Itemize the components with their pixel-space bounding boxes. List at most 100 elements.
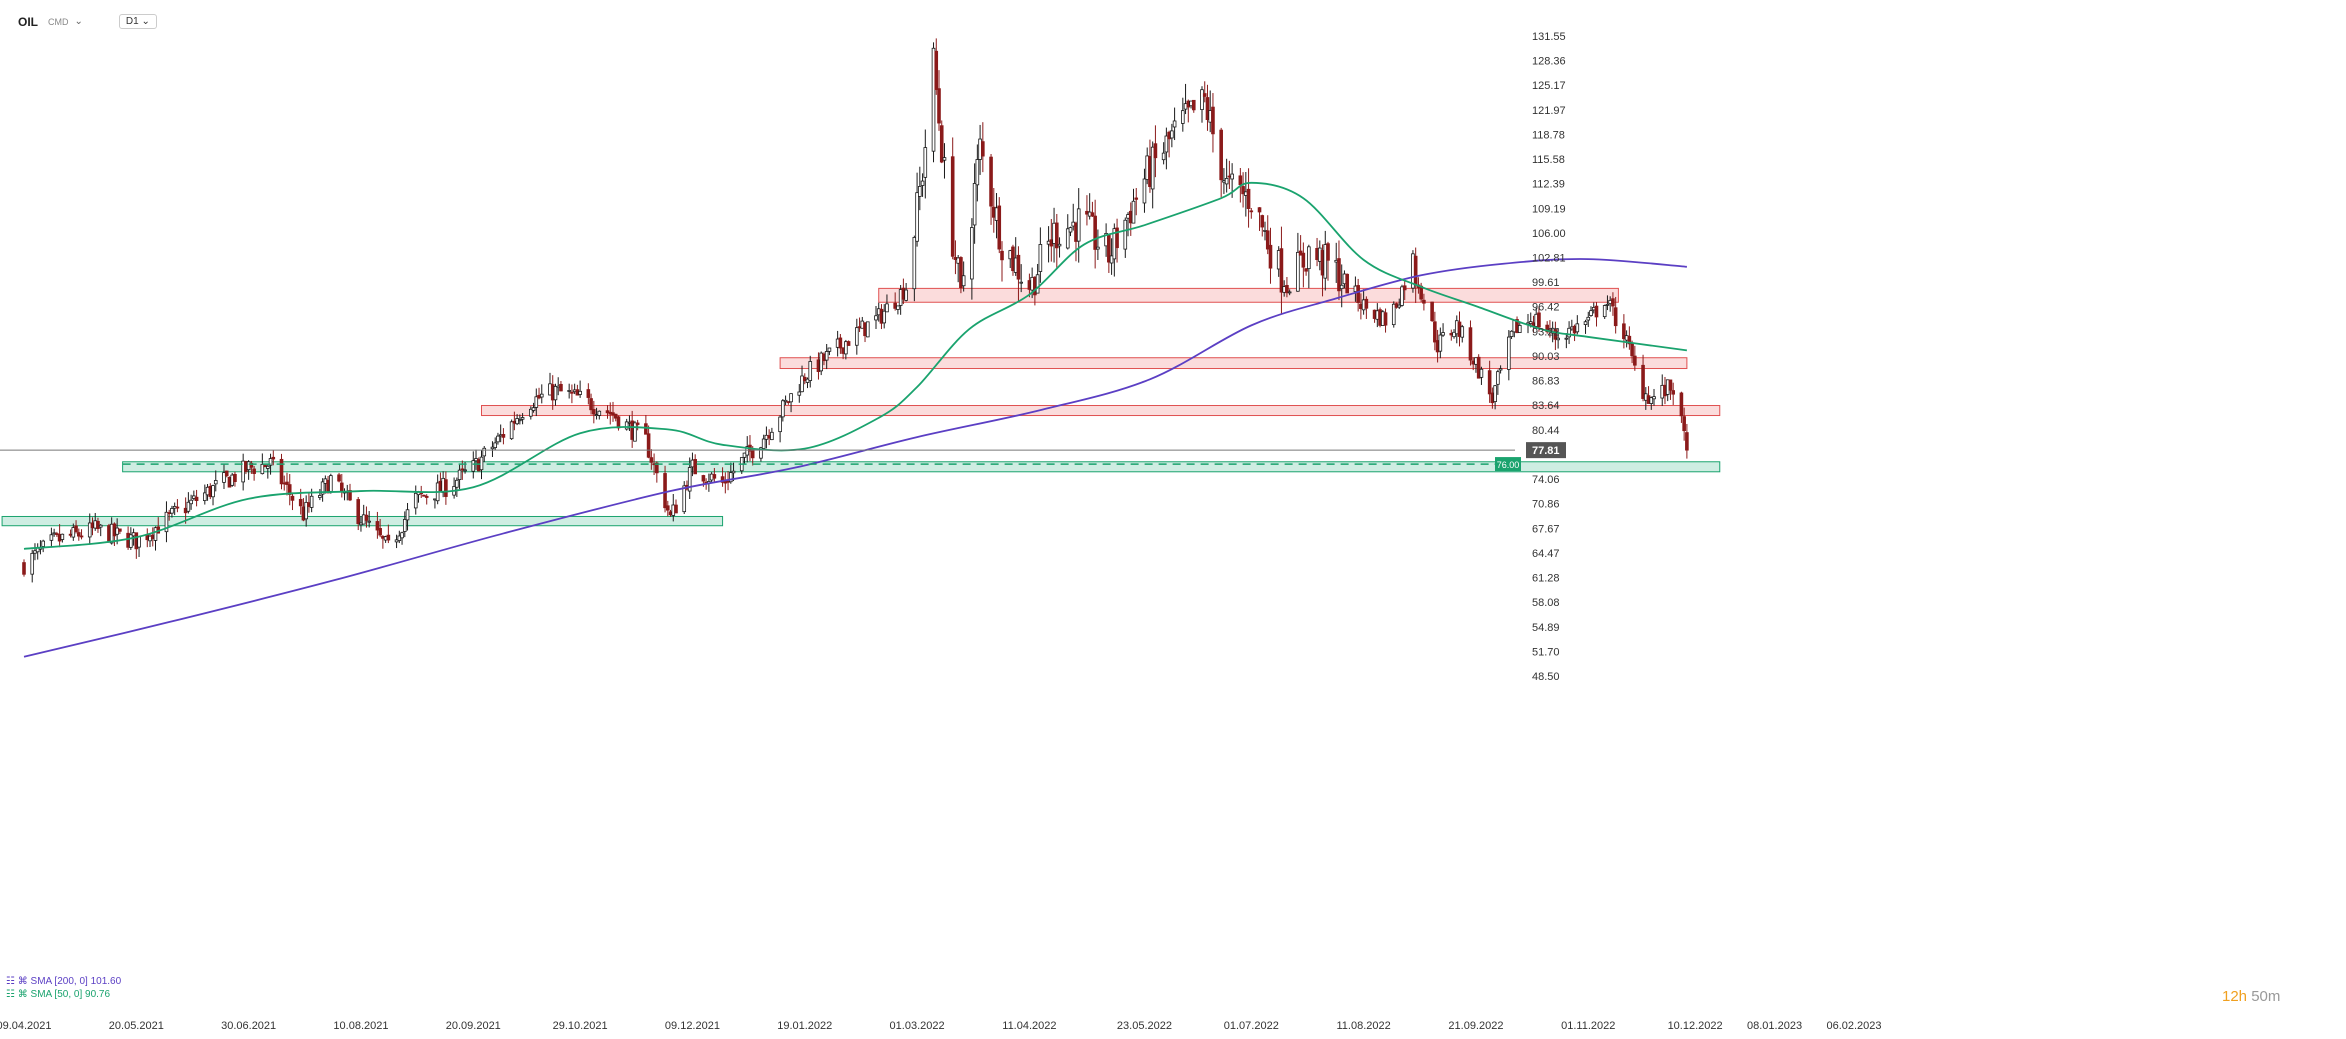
candle [1422,293,1426,311]
candle [1301,242,1306,288]
candle-body [1682,416,1686,432]
candle-body [1096,246,1100,250]
candle-body [1345,273,1349,294]
candle [663,465,667,513]
candle [1498,365,1503,374]
candle [1589,306,1593,317]
candle-body [424,495,429,498]
candle [170,505,174,518]
candle [855,318,859,355]
candle-body [348,490,352,501]
candle [1622,314,1626,349]
candle-body [1211,106,1215,135]
candle-body [1142,178,1147,204]
candle [1337,240,1341,301]
candle [367,511,371,528]
candle-body [920,180,925,186]
candle-body [759,447,763,459]
y-tick-label: 128.36 [1532,56,1566,68]
candle [1479,366,1484,385]
candle [1575,315,1580,335]
candle-body [1594,305,1599,318]
resistance-zone-2 [481,405,1721,417]
candle [827,347,832,356]
candle [1296,232,1300,292]
timeframe-select[interactable]: D1 ⌄ [118,14,157,29]
candle [1211,93,1215,153]
candle-body [268,458,273,466]
candle-body [846,341,851,346]
candle [1123,217,1128,258]
candle-body [1507,336,1511,370]
candle [444,471,448,505]
y-tick-label: 86.83 [1532,376,1560,388]
candle-body [1038,244,1043,272]
candle-body [975,159,980,186]
candle-body [1170,130,1174,139]
candle [329,473,333,494]
candle-body [1685,432,1689,451]
candle [1586,311,1591,327]
candle [266,463,270,479]
candle [1438,327,1443,359]
y-tick-label: 125.17 [1532,80,1566,92]
legend-sma200[interactable]: ☷ ⌘ SMA [200, 0] 101.60 [6,975,121,988]
candle [405,503,410,531]
y-tick-label: 121.97 [1532,105,1566,117]
candle-body [1364,298,1369,309]
candle [304,495,308,527]
candle-body [1224,178,1229,185]
candle-body [1241,186,1245,195]
candle-body [844,341,848,355]
y-tick-label: 80.44 [1532,425,1560,437]
last-price-tag [1526,442,1566,459]
candle [41,539,45,553]
candle-body [405,509,410,521]
candle [1326,241,1330,281]
candle [1507,330,1511,381]
candle [783,395,788,406]
candle-body [783,399,788,403]
candle [71,523,76,541]
candle-body [1652,396,1656,400]
candle-body [1161,152,1166,161]
y-tick-label: 64.47 [1532,548,1560,560]
candle-body [912,237,917,290]
candle [1107,234,1111,273]
candle [1345,273,1349,294]
legend-sma50[interactable]: ☷ ⌘ SMA [50, 0] 90.76 [6,988,121,1001]
candle-body [271,456,276,460]
candle-body [493,442,497,449]
y-tick-label: 61.28 [1532,573,1560,585]
candle [1304,268,1308,276]
candle-body [463,469,467,472]
candle-body [249,462,254,468]
candle [1613,296,1618,334]
candle [846,340,851,346]
x-tick-label: 09.04.2021 [0,1020,52,1032]
candle-body [534,396,539,408]
candle-body [1496,371,1500,385]
candle-body [422,494,426,497]
candle [76,528,81,541]
candle [60,533,65,543]
chevron-down-icon[interactable]: ⌄ [74,16,83,27]
candle [578,380,582,398]
candle [1641,354,1645,402]
candle [611,401,615,422]
candle-body [824,351,829,361]
candle-body [1054,222,1059,249]
candle-body [1452,331,1456,338]
candle-body [838,337,843,349]
candle [1265,215,1270,255]
candle [1400,284,1404,307]
candle-body [1076,208,1081,242]
candle [961,261,966,292]
legend-sma200-label: SMA [200, 0] 101.60 [30,976,122,987]
candle-body [646,433,651,458]
candle [1054,213,1059,269]
candle-body [339,482,344,492]
candle-body [279,458,284,485]
candle-body [1468,327,1473,361]
